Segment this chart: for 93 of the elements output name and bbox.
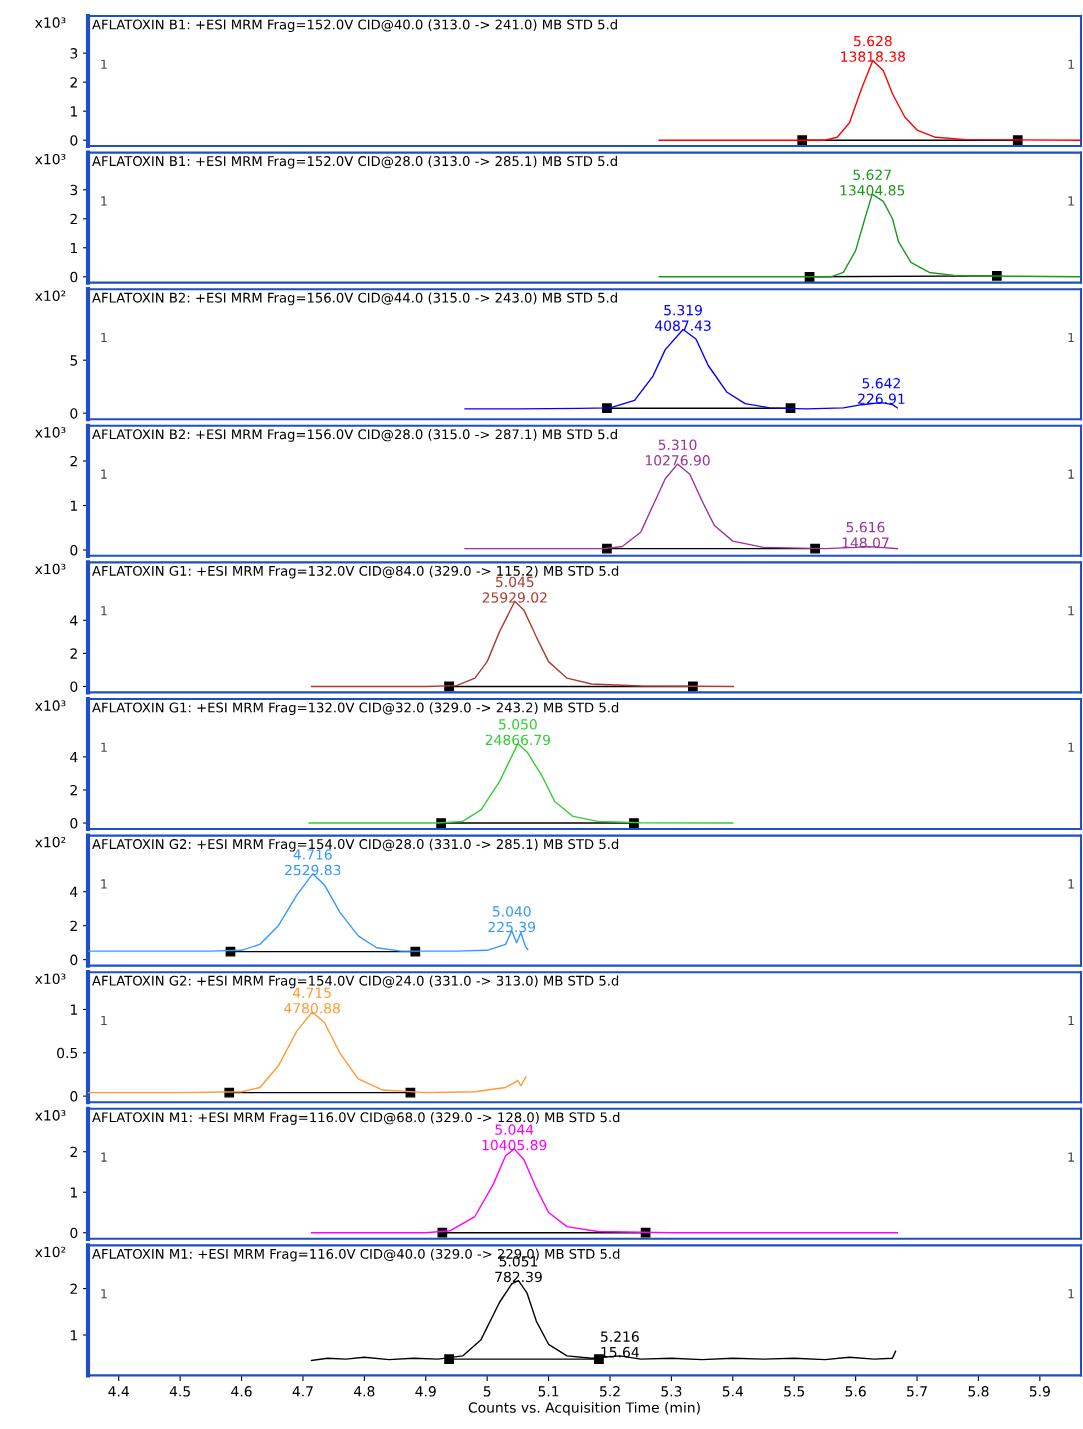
annotation: 1	[101, 606, 107, 616]
y-tick-label: 0.5	[57, 1047, 78, 1059]
y-tick-label: 0	[70, 1227, 78, 1239]
x-tick-label: 5.4	[722, 1386, 744, 1397]
chart-title: AFLATOXIN B1: +ESI MRM Frag=152.0V CID@28.0 (313.0 -> 285.1) MB STD 5.d	[92, 155, 617, 169]
chart-title: AFLATOXIN G2: +ESI MRM Frag=154.0V CID@24.0 (331.0 -> 313.0) MB STD 5.d	[92, 975, 619, 989]
annotation: 1	[1068, 742, 1074, 752]
x-axis-title: Counts vs. Acquisition Time (min)	[468, 1402, 700, 1416]
y-tick-label: 0	[70, 271, 78, 283]
annotation: 5.044 10405.89	[482, 1124, 547, 1151]
y-tick-label: 2	[70, 1146, 77, 1158]
x-tick-label: 4.6	[231, 1386, 252, 1397]
chart-title: AFLATOXIN M1: +ESI MRM Frag=116.0V CID@68.0 (329.0 -> 128.0) MB STD 5.d	[92, 1112, 620, 1125]
annotation: 5.319 4087.43	[655, 304, 711, 331]
y-axis-title: x10³	[35, 153, 66, 165]
y-tick-label: 2	[70, 920, 77, 931]
chart-title: AFLATOXIN B2: +ESI MRM Frag=156.0V CID@28.0 (315.0 -> 287.1) MB STD 5.d	[92, 429, 617, 442]
x-tick-label: 4.7	[292, 1386, 313, 1397]
annotation: 1	[1068, 59, 1074, 69]
y-tick-label: 2	[70, 213, 77, 225]
annotation: 1	[101, 196, 107, 206]
x-tick-label: 4.5	[169, 1386, 190, 1397]
y-tick-label: 0	[70, 954, 78, 966]
y-tick-label: 0	[70, 544, 78, 556]
annotation: 1	[1068, 332, 1074, 343]
y-tick-label: 2	[70, 784, 77, 796]
y-tick-label: 2	[70, 648, 77, 659]
y-axis-title: x10³	[35, 700, 66, 711]
y-tick-label: 0	[70, 818, 78, 829]
chart-title: AFLATOXIN G1: +ESI MRM Frag=132.0V CID@32.0 (329.0 -> 243.2) MB STD 5.d	[92, 702, 619, 716]
y-axis-title: x10³	[35, 973, 66, 985]
annotation: 1	[101, 742, 107, 752]
annotation: 1	[101, 1289, 107, 1299]
annotation: 1	[101, 1015, 107, 1026]
x-tick-label: 5.3	[661, 1386, 682, 1397]
y-tick-label: 4	[70, 752, 78, 763]
annotation: 1	[101, 469, 107, 479]
x-tick-label: 5.7	[907, 1386, 927, 1397]
y-tick-label: 1	[70, 242, 77, 254]
y-tick-label: 2	[70, 1283, 77, 1294]
annotation: 1	[1068, 469, 1074, 479]
annotation: 5.616 148.07	[842, 521, 889, 548]
x-tick-label: 4.9	[415, 1386, 436, 1397]
annotation: 5.642 226.91	[858, 377, 905, 405]
annotation: 1	[101, 59, 107, 69]
y-tick-label: 0	[70, 135, 78, 146]
x-tick-label: 5.8	[968, 1386, 989, 1397]
x-tick-label: 5.1	[538, 1386, 559, 1397]
annotation: 5.628 13818.38	[841, 35, 905, 62]
y-tick-label: 1	[70, 1004, 77, 1015]
y-tick-label: 2	[70, 77, 77, 88]
y-axis-title: x10³	[35, 427, 66, 438]
y-axis-title: x10²	[35, 1246, 66, 1258]
x-tick-label: 5.6	[845, 1386, 866, 1397]
annotation: 5.040 225.39	[488, 906, 536, 933]
annotation: 5.310 10276.90	[645, 439, 710, 466]
annotation: 1	[101, 879, 107, 889]
y-tick-label: 5	[70, 355, 78, 366]
x-tick-label: 4.4	[108, 1386, 129, 1397]
x-tick-label: 5.9	[1029, 1386, 1050, 1397]
x-tick-label: 5.2	[600, 1386, 620, 1397]
annotation: 1	[1068, 196, 1074, 206]
y-tick-label: 0	[70, 408, 78, 419]
y-tick-label: 1	[70, 1187, 77, 1198]
y-tick-label: 3	[70, 48, 78, 59]
annotation: 5.627 13404.85	[840, 169, 905, 196]
annotation: 1	[1068, 879, 1074, 889]
y-tick-label: 3	[70, 184, 78, 196]
annotation: 1	[1068, 1289, 1074, 1299]
y-tick-label: 1	[70, 106, 77, 117]
x-tick-label: 5	[483, 1386, 491, 1397]
annotation: 1	[1068, 1015, 1074, 1026]
annotation: 5.050 24866.79	[485, 719, 551, 746]
chart-title: AFLATOXIN B1: +ESI MRM Frag=152.0V CID@40.0 (313.0 -> 241.0) MB STD 5.d	[92, 19, 617, 33]
y-tick-label: 0	[70, 681, 78, 692]
y-axis-title: x10²	[35, 290, 66, 302]
annotation: 1	[1068, 1152, 1074, 1162]
y-axis-title: x10³	[35, 563, 66, 575]
y-tick-label: 1	[70, 500, 77, 511]
y-axis-title: x10³	[35, 1110, 66, 1121]
y-tick-label: 2	[70, 455, 77, 467]
y-tick-label: 1	[70, 1330, 77, 1341]
x-tick-label: 4.8	[353, 1386, 375, 1397]
annotation: 1	[1068, 606, 1074, 616]
y-axis-title: x10³	[35, 17, 66, 28]
y-tick-label: 4	[70, 886, 78, 897]
annotation: 1	[101, 1152, 107, 1162]
x-tick-label: 5.5	[784, 1386, 805, 1397]
annotation: 1	[101, 332, 107, 343]
y-tick-label: 0	[70, 1091, 78, 1102]
y-axis-title: x10²	[35, 836, 66, 848]
chart-title: AFLATOXIN B2: +ESI MRM Frag=156.0V CID@44.0 (315.0 -> 243.0) MB STD 5.d	[92, 292, 617, 306]
y-tick-label: 4	[70, 615, 78, 626]
